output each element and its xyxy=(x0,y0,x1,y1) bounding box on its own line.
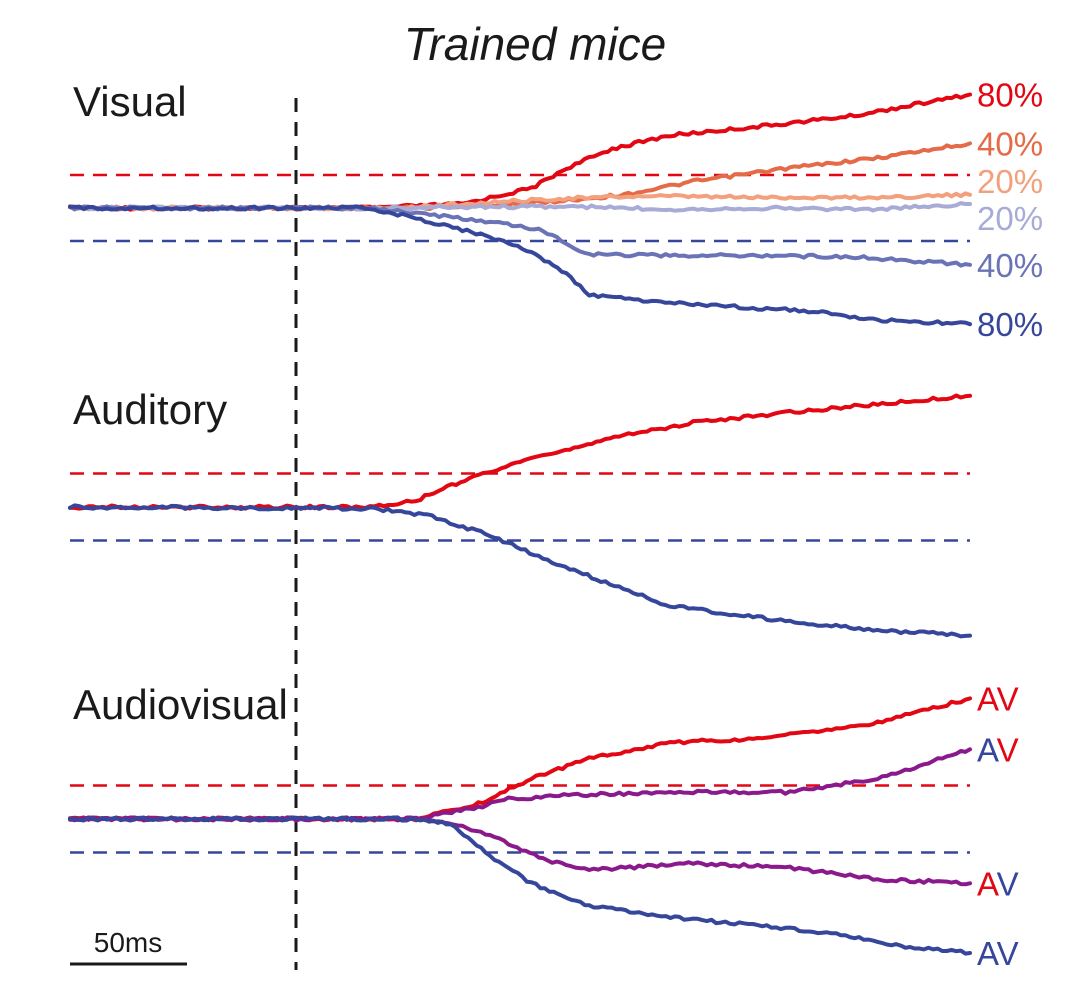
scale-bar: 50ms xyxy=(70,927,187,966)
audiovisual-series-label-1: AV xyxy=(977,731,1019,768)
panel-audiovisual: Audiovisual AV AV AV AV xyxy=(68,680,1019,972)
visual-series-label-0: 80% xyxy=(977,76,1043,113)
visual-series-0 xyxy=(68,92,972,212)
audiovisual-series-label-3: AV xyxy=(977,935,1019,972)
panel-title-auditory: Auditory xyxy=(73,386,227,433)
visual-series-label-3: 20% xyxy=(977,200,1043,237)
audiovisual-series-label-0: AV xyxy=(977,680,1019,717)
figure-title: Trained mice xyxy=(404,18,666,70)
visual-series-label-2: 20% xyxy=(977,163,1043,200)
audiovisual-series-label-2: AV xyxy=(977,865,1019,902)
panel-title-audiovisual: Audiovisual xyxy=(73,681,288,728)
visual-series-5 xyxy=(68,204,972,327)
panel-visual-plot: 80%40%20%20%40%80% xyxy=(68,76,1043,343)
panel-visual: Visual 80%40%20%20%40%80% xyxy=(68,76,1043,343)
panel-auditory: Auditory xyxy=(68,386,972,639)
auditory-series-1 xyxy=(68,503,972,639)
visual-series-label-4: 40% xyxy=(977,247,1043,284)
visual-series-4 xyxy=(68,204,972,268)
panel-auditory-plot xyxy=(68,393,972,639)
scale-bar-label: 50ms xyxy=(94,927,162,958)
audiovisual-series-3 xyxy=(68,815,972,956)
visual-series-label-5: 80% xyxy=(977,306,1043,343)
panel-audiovisual-plot: AV AV AV AV xyxy=(68,680,1019,972)
visual-series-label-1: 40% xyxy=(977,125,1043,162)
panel-title-visual: Visual xyxy=(73,78,187,125)
